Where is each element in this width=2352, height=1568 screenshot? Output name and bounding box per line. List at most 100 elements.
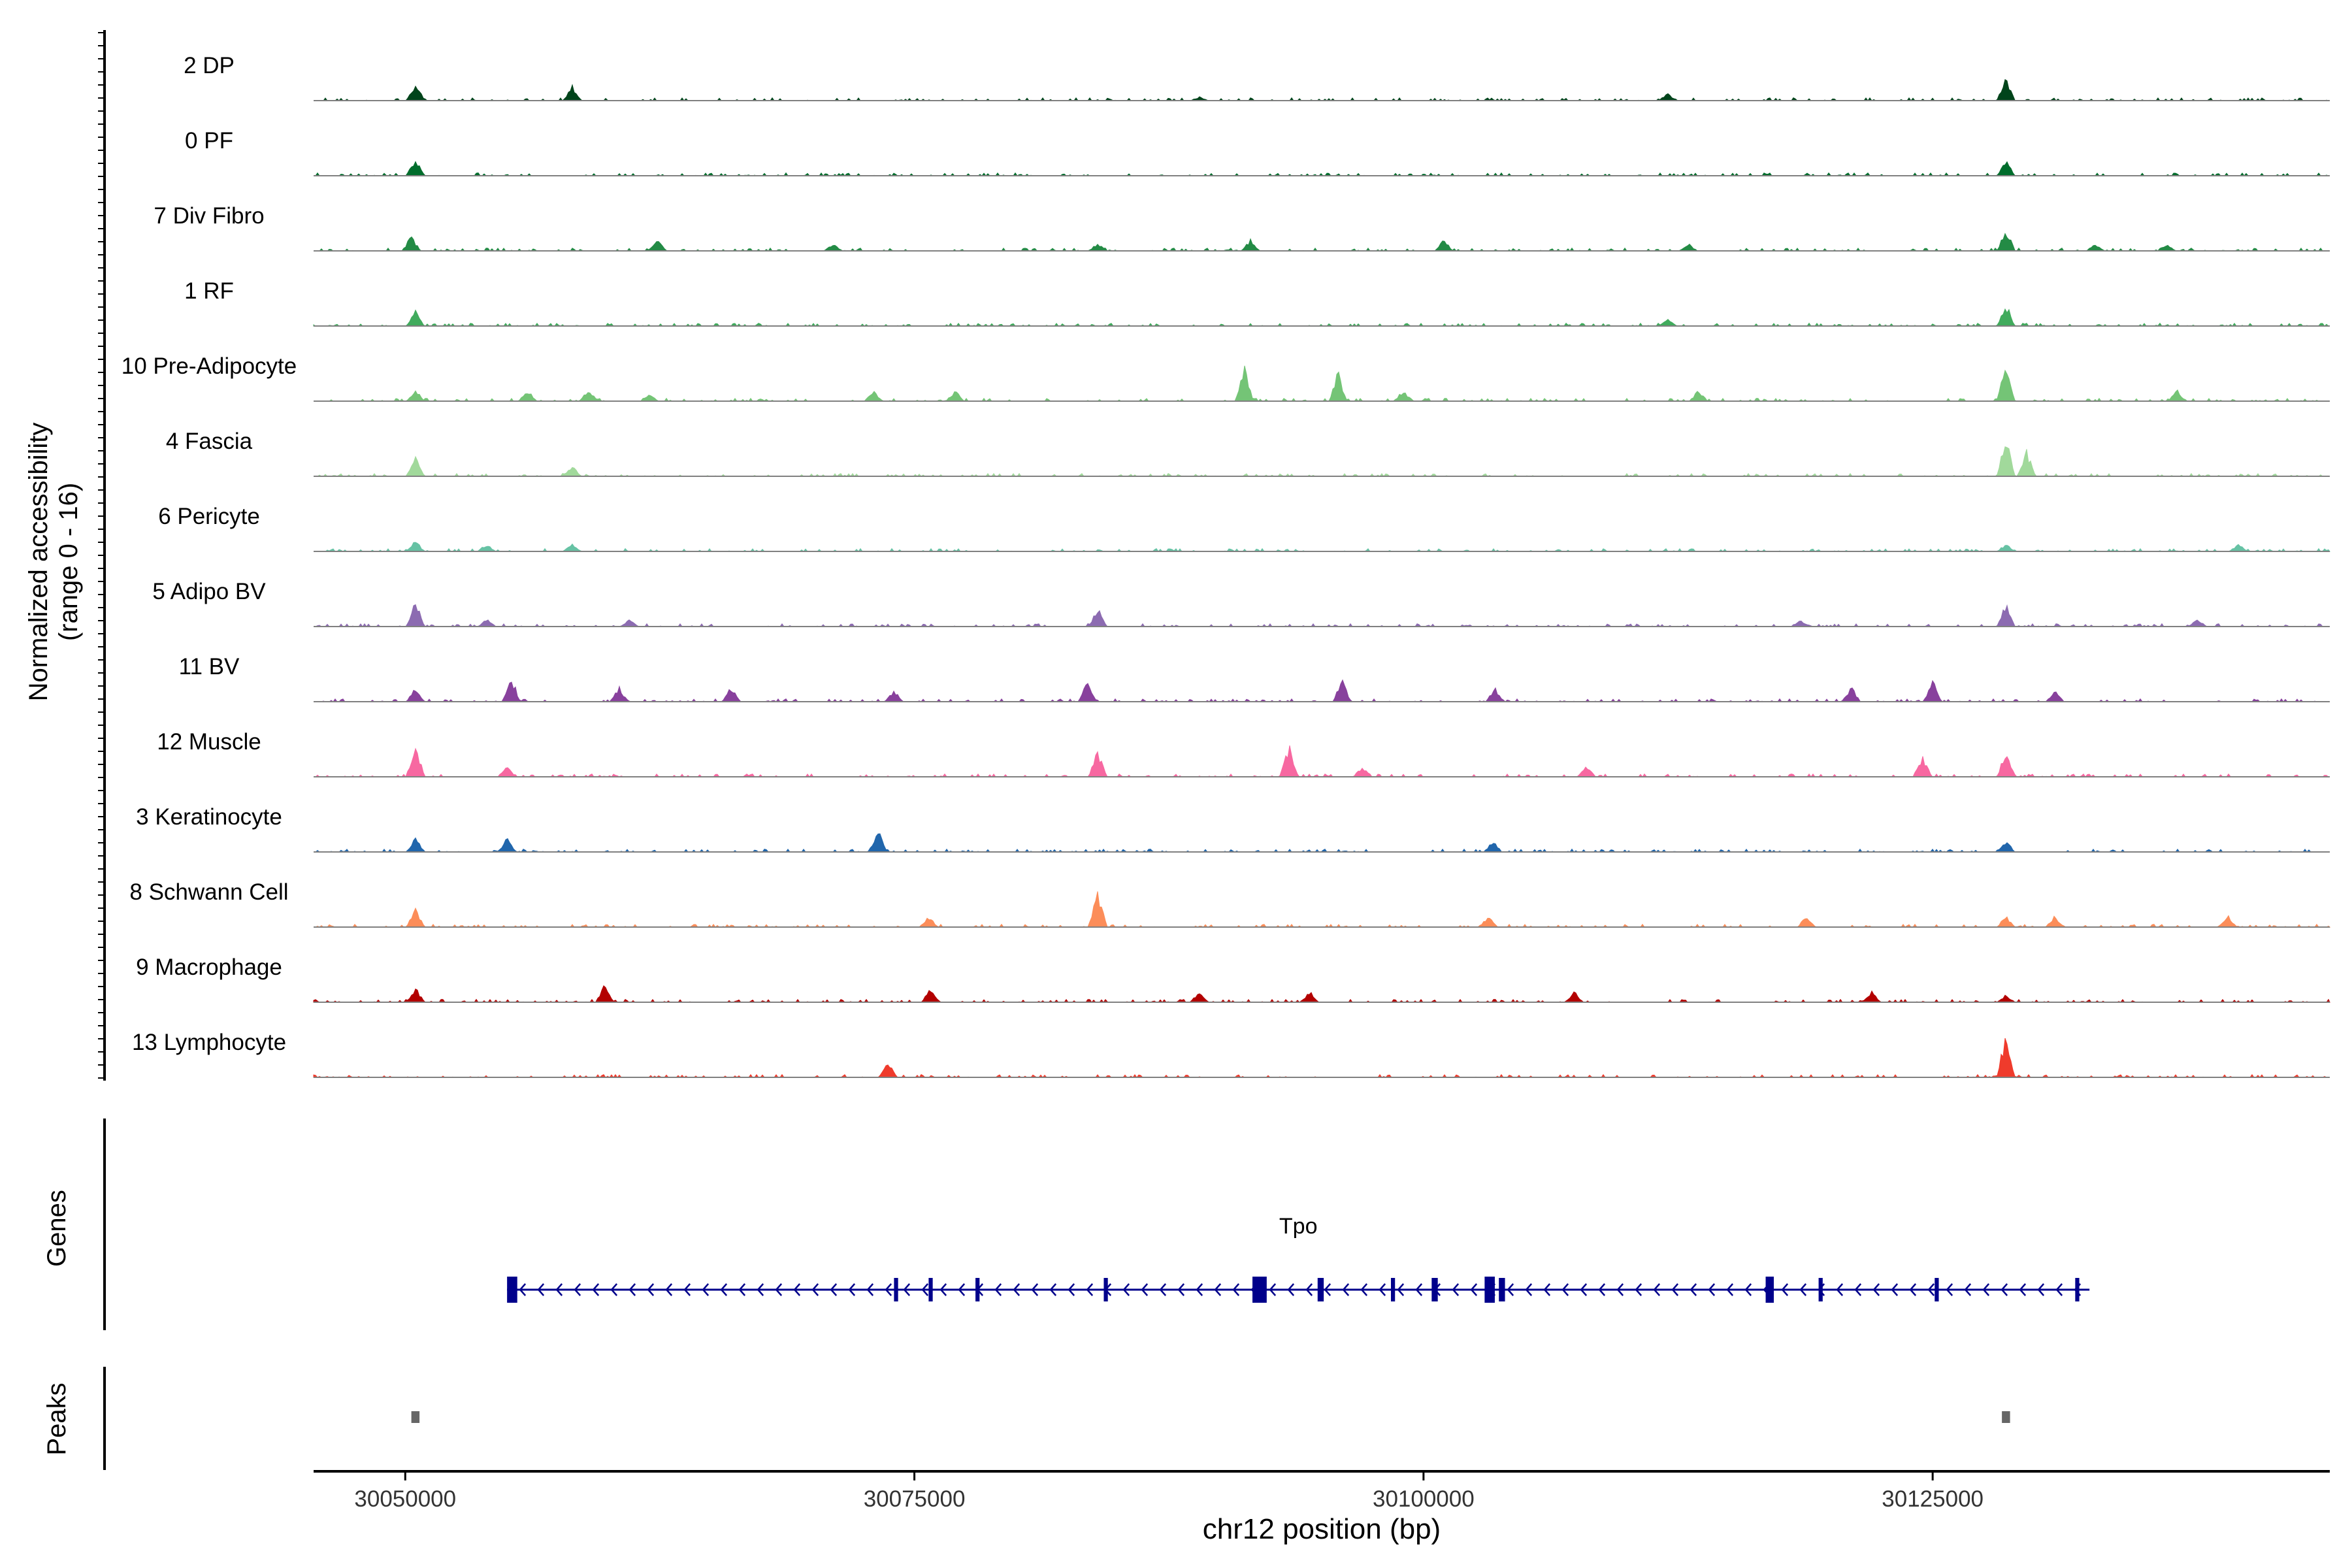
strand-chevron	[1031, 1283, 1039, 1296]
track-label: 13 Lymphocyte	[132, 1030, 286, 1055]
strand-chevron	[1744, 1283, 1752, 1296]
strand-chevron	[1049, 1283, 1057, 1296]
strand-chevron	[738, 1283, 746, 1296]
gene-track: Tpo	[507, 1214, 2090, 1303]
coverage-area	[314, 891, 2331, 928]
strand-chevron	[1068, 1283, 1075, 1296]
coverage-area	[314, 233, 2330, 252]
coverage-area	[314, 679, 2330, 702]
strand-chevron	[1598, 1283, 1606, 1296]
track-label: 10 Pre-Adipocyte	[122, 353, 297, 379]
exon	[1431, 1278, 1438, 1301]
strand-chevron	[1781, 1283, 1789, 1296]
genes-panel-label: Genes	[42, 1190, 71, 1267]
track: 10 Pre-Adipocyte	[122, 353, 2330, 402]
track: 5 Adipo BV	[152, 579, 2330, 627]
track-label: 3 Keratinocyte	[136, 804, 282, 830]
strand-chevron	[1305, 1283, 1313, 1296]
x-tick-label: 30050000	[354, 1486, 456, 1512]
strand-chevron	[1927, 1283, 1935, 1296]
coverage-area	[314, 446, 2330, 477]
peaks-panel-label: Peaks	[42, 1382, 71, 1455]
strand-chevron	[610, 1283, 618, 1296]
strand-chevron	[1415, 1283, 1423, 1296]
track-label: 7 Div Fibro	[154, 203, 264, 229]
strand-chevron	[1360, 1283, 1368, 1296]
track-label: 5 Adipo BV	[152, 579, 266, 604]
strand-chevron	[903, 1283, 911, 1296]
track-label: 4 Fascia	[166, 429, 253, 454]
strand-chevron	[994, 1283, 1002, 1296]
strand-chevron	[793, 1283, 801, 1296]
coverage-area	[314, 542, 2331, 552]
strand-chevron	[1580, 1283, 1588, 1296]
strand-chevron	[1690, 1283, 1697, 1296]
track: 1 RF	[184, 278, 2330, 327]
exon	[2075, 1278, 2080, 1301]
strand-chevron	[1854, 1283, 1862, 1296]
strand-chevron	[830, 1283, 838, 1296]
strand-chevron	[702, 1283, 710, 1296]
strand-chevron	[1726, 1283, 1734, 1296]
strand-chevron	[1616, 1283, 1624, 1296]
strand-chevron	[519, 1283, 527, 1296]
track: 4 Fascia	[166, 429, 2330, 477]
strand-chevron	[885, 1283, 892, 1296]
coverage-tracks: 2 DP 0 PF 7 Div Fibro 1 RF 10 Pre-Adipocyte 4…	[122, 53, 2331, 1078]
track-label: 6 Pericyte	[158, 504, 260, 529]
exon	[1317, 1278, 1324, 1301]
strand-chevron	[2037, 1283, 2045, 1296]
track: 8 Schwann Cell	[129, 879, 2331, 928]
x-tick-label: 30125000	[1882, 1486, 1984, 1512]
y-axis-label-line2: (range 0 - 16)	[54, 483, 83, 641]
strand-chevron	[2019, 1283, 2027, 1296]
strand-chevron	[1561, 1283, 1569, 1296]
exon	[894, 1278, 898, 1301]
strand-chevron	[1964, 1283, 1972, 1296]
exon	[507, 1277, 517, 1303]
track-label: 12 Muscle	[157, 729, 261, 755]
strand-chevron	[921, 1283, 929, 1296]
strand-chevron	[1177, 1283, 1185, 1296]
coverage-area	[313, 1037, 2330, 1078]
strand-chevron	[537, 1283, 545, 1296]
track: 0 PF	[185, 128, 2330, 176]
peak-region	[411, 1411, 420, 1423]
exon	[1252, 1277, 1267, 1303]
strand-chevron	[848, 1283, 856, 1296]
track: 7 Div Fibro	[154, 203, 2330, 252]
track-label: 0 PF	[185, 128, 233, 154]
strand-chevron	[1379, 1283, 1386, 1296]
exon	[1103, 1278, 1108, 1301]
exon	[1484, 1277, 1495, 1303]
track: 13 Lymphocyte	[132, 1030, 2330, 1078]
strand-chevron	[1671, 1283, 1679, 1296]
coverage-area	[314, 161, 2330, 176]
strand-chevron	[775, 1283, 783, 1296]
strand-chevron	[811, 1283, 819, 1296]
strand-chevron	[683, 1283, 691, 1296]
coverage-area	[314, 833, 2330, 853]
strand-chevron	[1122, 1283, 1130, 1296]
strand-chevron	[1269, 1283, 1277, 1296]
gene-name-label: Tpo	[1279, 1214, 1318, 1239]
strand-chevron	[1196, 1283, 1203, 1296]
peak-region	[2002, 1411, 2010, 1423]
strand-chevron	[1891, 1283, 1899, 1296]
track: 2 DP	[184, 53, 2330, 101]
coverage-area	[313, 985, 2330, 1003]
exon	[975, 1278, 980, 1301]
exon	[1765, 1277, 1774, 1303]
track: 6 Pericyte	[158, 504, 2331, 552]
strand-chevron	[958, 1283, 966, 1296]
strand-chevron	[757, 1283, 764, 1296]
coverage-area	[314, 79, 2330, 101]
strand-chevron	[1342, 1283, 1350, 1296]
strand-chevron	[1452, 1283, 1460, 1296]
strand-chevron	[1836, 1283, 1844, 1296]
strand-chevron	[1653, 1283, 1661, 1296]
strand-chevron	[1909, 1283, 1917, 1296]
strand-chevron	[1141, 1283, 1149, 1296]
exon	[1935, 1278, 1939, 1301]
track: 11 BV	[179, 654, 2330, 702]
